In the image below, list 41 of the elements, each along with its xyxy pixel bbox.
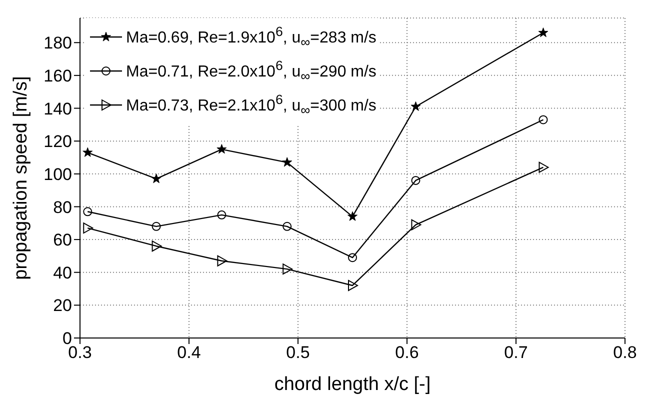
point: [83, 222, 94, 234]
y-tick-label: 20: [53, 296, 72, 316]
y-tick-label: 180: [44, 34, 72, 53]
legend-label: Ma=0.69, Re=1.9x10$^{6}$, u$_{∞}$=283 m/s: [126, 24, 376, 50]
x-axis-title: chord length x/c [-]: [274, 374, 431, 395]
point: [152, 240, 162, 252]
x-tick-label: 0.5: [286, 343, 310, 362]
y-tick-label: 160: [44, 66, 72, 86]
point: [217, 210, 226, 220]
point: [348, 253, 357, 262]
y-axis-title: propagation speed [m/s]: [10, 76, 32, 280]
point: [348, 280, 358, 291]
x-tick-label: 0.8: [613, 343, 637, 362]
y-tick-label: 120: [44, 132, 72, 152]
x-tick-label: 0.3: [68, 343, 92, 362]
y-tick-label: 60: [53, 230, 72, 250]
point: [410, 101, 421, 111]
y-tick-label: 100: [44, 164, 72, 184]
point: [282, 264, 293, 275]
y-tick-label: 80: [53, 198, 72, 217]
point: [282, 222, 292, 231]
point: [538, 115, 548, 124]
x-tick-label: 0.6: [395, 343, 419, 362]
legend-label: Ma=0.73, Re=2.1x10$^{6}$, u$_{∞}$=300 m/s: [126, 92, 376, 118]
legend-label: Ma=0.71, Re=2.0x10$^{6}$, u$_{∞}$=290 m/s: [126, 58, 376, 84]
x-tick-label: 0.7: [504, 343, 528, 362]
y-tick-label: 140: [44, 99, 72, 118]
point: [538, 28, 548, 38]
point: [411, 176, 420, 185]
point: [152, 222, 161, 231]
point: [538, 162, 549, 173]
point: [83, 207, 92, 216]
point: [82, 147, 93, 157]
point: [216, 144, 227, 154]
point: [347, 211, 358, 221]
x-tick-label: 0.4: [177, 343, 201, 362]
point: [411, 219, 422, 230]
point: [151, 174, 162, 184]
point: [217, 255, 228, 266]
y-tick-label: 40: [53, 263, 72, 282]
point: [282, 157, 292, 167]
